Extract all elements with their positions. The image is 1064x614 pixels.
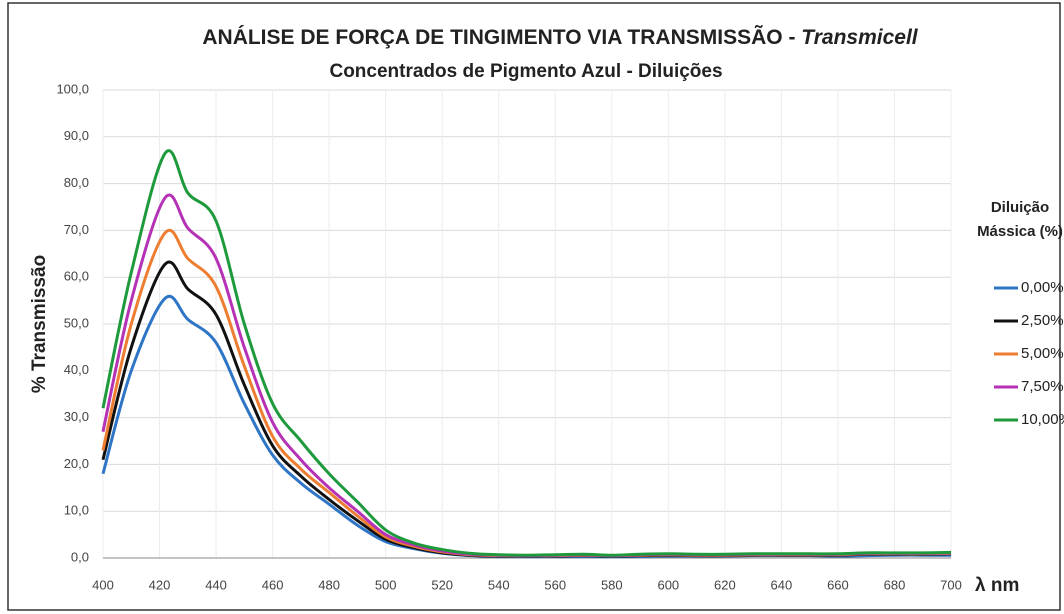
legend-label: 7,50% xyxy=(1021,378,1064,395)
legend-label: 2,50% xyxy=(1021,312,1064,329)
x-tick-label: 680 xyxy=(884,577,906,592)
y-axis-label: % Transmissão xyxy=(29,255,50,393)
y-tick-label: 90,0 xyxy=(64,128,89,143)
x-tick-label: 420 xyxy=(149,577,171,592)
y-tick-label: 40,0 xyxy=(64,362,89,377)
x-tick-label: 480 xyxy=(318,577,340,592)
x-tick-label: 560 xyxy=(544,577,566,592)
legend-label: 0,00% xyxy=(1021,279,1064,296)
y-tick-label: 10,0 xyxy=(64,503,89,518)
x-axis-label: λ nm xyxy=(975,575,1019,596)
y-tick-label: 100,0 xyxy=(56,81,89,96)
x-tick-label: 700 xyxy=(940,577,962,592)
y-tick-label: 50,0 xyxy=(64,315,89,330)
x-tick-label: 620 xyxy=(714,577,736,592)
y-tick-label: 60,0 xyxy=(64,269,89,284)
y-tick-label: 80,0 xyxy=(64,175,89,190)
chart-frame xyxy=(7,2,1061,611)
y-tick-label: 70,0 xyxy=(64,222,89,237)
x-tick-label: 440 xyxy=(205,577,227,592)
x-tick-label: 600 xyxy=(657,577,679,592)
x-tick-label: 500 xyxy=(375,577,397,592)
legend-title: Mássica (%) xyxy=(977,223,1063,240)
title-emphasis: Transmicell xyxy=(801,26,919,49)
x-tick-label: 540 xyxy=(488,577,510,592)
x-tick-label: 580 xyxy=(601,577,623,592)
y-tick-label: 30,0 xyxy=(64,409,89,424)
x-tick-label: 520 xyxy=(431,577,453,592)
y-tick-label: 0,0 xyxy=(71,549,89,564)
title-main: ANÁLISE DE FORÇA DE TINGIMENTO VIA TRANS… xyxy=(202,26,795,49)
x-tick-label: 400 xyxy=(92,577,114,592)
y-tick-label: 20,0 xyxy=(64,456,89,471)
chart-subtitle: Concentrados de Pigmento Azul - Diluiçõe… xyxy=(329,61,722,82)
x-tick-label: 660 xyxy=(827,577,849,592)
x-tick-label: 460 xyxy=(262,577,284,592)
chart-title: ANÁLISE DE FORÇA DE TINGIMENTO VIA TRANS… xyxy=(202,26,918,49)
legend-label: 5,00% xyxy=(1021,345,1064,362)
legend-title: Diluição xyxy=(991,199,1049,216)
series-line xyxy=(101,149,952,557)
x-tick-label: 640 xyxy=(771,577,793,592)
legend-label: 10,00% xyxy=(1021,411,1064,428)
